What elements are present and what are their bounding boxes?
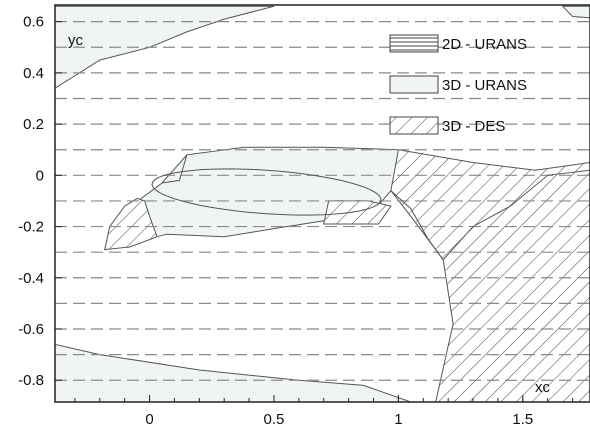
y-tick-label: 0 bbox=[36, 167, 44, 184]
shell-seam bbox=[161, 154, 188, 184]
x-tick-label: 1.5 bbox=[512, 411, 533, 428]
region-lower-wall bbox=[55, 343, 411, 402]
y-axis-label: yc bbox=[68, 32, 84, 49]
y-tick-label: 0.4 bbox=[23, 65, 44, 82]
legend-label-3d-urans: 3D - URANS bbox=[442, 77, 527, 94]
legend-label-2d-urans: 2D - URANS bbox=[442, 36, 527, 53]
y-tick-label: -0.8 bbox=[18, 372, 44, 389]
legend-label-3d-des: 3D - DES bbox=[442, 118, 505, 135]
plot-frame bbox=[54, 4, 590, 403]
region-mid-gap bbox=[323, 200, 392, 225]
region-upper-left-wall bbox=[55, 5, 275, 89]
y-tick-labels: 0.6 0.4 0.2 0 -0.2 -0.4 -0.6 -0.8 bbox=[18, 14, 44, 390]
x-tick-label: 1 bbox=[394, 411, 402, 428]
x-tick-labels: 0 0.5 1 1.5 bbox=[145, 411, 533, 428]
x-tick-label: 0.5 bbox=[264, 411, 285, 428]
airfoil-outline bbox=[151, 168, 382, 216]
wake-shear-line bbox=[390, 169, 590, 261]
y-tick-label: -0.6 bbox=[18, 321, 44, 338]
y-tick-label: -0.4 bbox=[18, 270, 44, 287]
legend: 2D - URANS 3D - URANS 3D - DES bbox=[389, 34, 527, 135]
inner-contours bbox=[151, 154, 590, 261]
y-tick-label: 0.2 bbox=[23, 116, 44, 133]
legend-swatch-3d-des bbox=[389, 116, 439, 135]
y-tick-label: 0.6 bbox=[23, 14, 44, 31]
x-tick-label: 0 bbox=[145, 411, 153, 428]
x-axis-label: xc bbox=[535, 379, 551, 396]
legend-swatch-3d-urans bbox=[389, 75, 439, 94]
region-leading-edge bbox=[104, 197, 158, 251]
flow-regions bbox=[55, 5, 590, 402]
legend-swatch-2d-urans bbox=[389, 34, 439, 53]
region-wake bbox=[390, 149, 590, 402]
axis-ticks bbox=[55, 21, 574, 402]
region-upper-right-wall bbox=[561, 5, 590, 19]
y-tick-label: -0.2 bbox=[18, 219, 44, 236]
